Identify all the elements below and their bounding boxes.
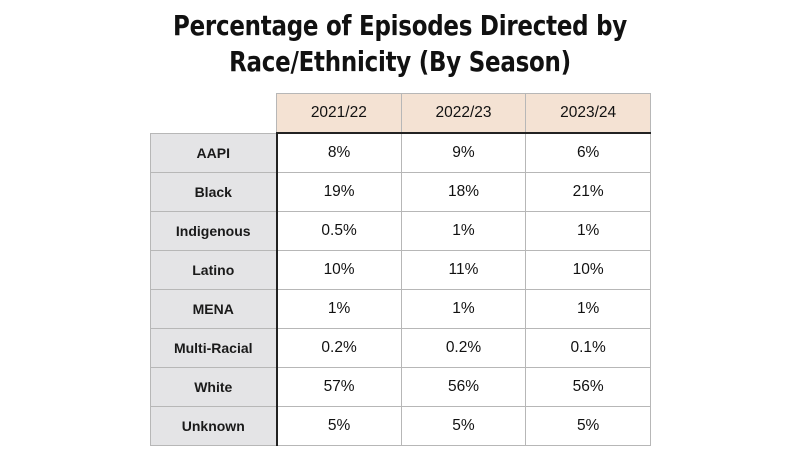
table-cell: 56% xyxy=(525,367,651,407)
table-cell: 21% xyxy=(525,172,651,212)
chart-title-line-1: Percentage of Episodes Directed by xyxy=(172,9,628,42)
row-label: Unknown xyxy=(150,406,278,446)
table-cell: 5% xyxy=(276,406,402,446)
table-cell: 10% xyxy=(276,250,402,290)
row-label: Multi-Racial xyxy=(150,328,278,368)
table-cell: 0.1% xyxy=(525,328,651,368)
table-cell: 18% xyxy=(400,172,527,212)
table-cell: 56% xyxy=(400,367,527,407)
row-label: AAPI xyxy=(150,132,278,173)
table-cell: 0.2% xyxy=(276,328,402,368)
table-cell: 19% xyxy=(276,172,402,212)
table-row: Multi-Racial 0.2% 0.2% 0.1% xyxy=(150,328,651,368)
column-header: 2023/24 xyxy=(525,93,651,134)
table-cell: 1% xyxy=(400,289,527,329)
table-cell: 0.5% xyxy=(276,211,402,251)
table-cell: 1% xyxy=(525,211,651,251)
column-header: 2022/23 xyxy=(400,93,527,134)
table-header-row: 2021/22 2022/23 2023/24 xyxy=(151,93,651,134)
table-cell: 6% xyxy=(525,132,651,173)
table-cell: 0.2% xyxy=(400,328,527,368)
table-row: Unknown 5% 5% 5% xyxy=(150,406,651,446)
table-cell: 9% xyxy=(400,132,527,173)
row-label: White xyxy=(150,367,278,407)
table-cell: 11% xyxy=(400,250,527,290)
table-row: Indigenous 0.5% 1% 1% xyxy=(150,211,651,251)
row-label: Latino xyxy=(150,250,278,290)
table-corner-cell xyxy=(151,94,277,134)
table-row: Latino 10% 11% 10% xyxy=(150,250,651,290)
table-body: AAPI 8% 9% 6% Black 19% 18% 21% Indigenous 0.5% 1%… xyxy=(150,132,651,446)
table-row: MENA 1% 1% 1% xyxy=(150,289,651,329)
column-header: 2021/22 xyxy=(276,93,402,134)
table-cell: 8% xyxy=(276,132,402,173)
table-row: Black 19% 18% 21% xyxy=(150,172,651,212)
row-label: Black xyxy=(150,172,278,212)
table-cell: 5% xyxy=(525,406,651,446)
chart-title: Percentage of Episodes Directed by Race/… xyxy=(72,8,728,80)
table-cell: 10% xyxy=(525,250,651,290)
table-row: White 57% 56% 56% xyxy=(150,367,651,407)
row-label: Indigenous xyxy=(150,211,278,251)
row-label: MENA xyxy=(150,289,278,329)
data-table: 2021/22 2022/23 2023/24 AAPI 8% 9% 6% Black 1… xyxy=(150,93,651,446)
table-cell: 1% xyxy=(525,289,651,329)
table-row: AAPI 8% 9% 6% xyxy=(150,132,651,173)
table-cell: 1% xyxy=(276,289,402,329)
chart-title-line-2: Race/Ethnicity (By Season) xyxy=(229,45,571,78)
table-cell: 5% xyxy=(400,406,527,446)
table-cell: 1% xyxy=(400,211,527,251)
table-cell: 57% xyxy=(276,367,402,407)
